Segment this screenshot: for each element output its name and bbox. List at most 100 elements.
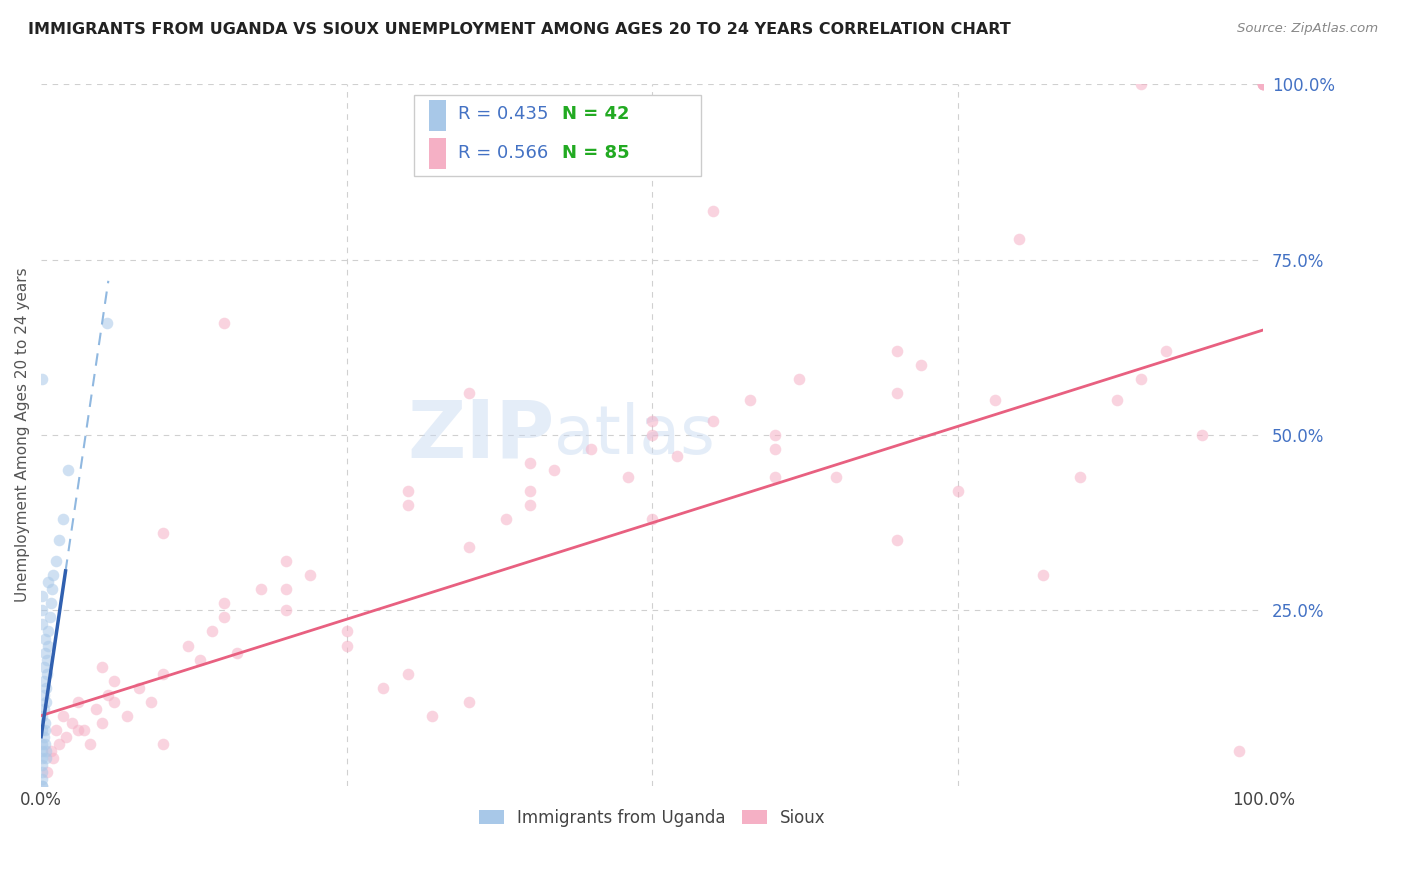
Point	[250, 582, 273, 597]
Point	[35, 681, 58, 695]
Point	[37, 666, 59, 681]
Point	[1130, 78, 1153, 92]
Point	[91, 659, 114, 673]
Point	[201, 624, 224, 639]
Point	[910, 358, 932, 372]
Point	[1032, 568, 1054, 582]
Point	[396, 666, 419, 681]
Point	[1105, 392, 1128, 407]
Point	[1253, 78, 1275, 92]
Point	[152, 666, 174, 681]
Point	[763, 442, 786, 457]
Point	[31, 708, 53, 723]
Point	[66, 695, 89, 709]
Point	[52, 708, 75, 723]
Point	[763, 428, 786, 442]
Point	[37, 575, 59, 590]
Point	[128, 681, 150, 695]
Point	[103, 695, 125, 709]
Point	[34, 632, 56, 646]
Y-axis label: Unemployment Among Ages 20 to 24 years: Unemployment Among Ages 20 to 24 years	[15, 268, 30, 602]
Point	[641, 414, 664, 428]
Point	[495, 512, 517, 526]
Point	[42, 750, 65, 764]
Point	[31, 723, 53, 737]
Point	[274, 582, 297, 597]
Point	[214, 316, 236, 330]
Point	[34, 646, 56, 660]
Point	[34, 737, 56, 751]
Point	[35, 695, 58, 709]
Point	[946, 484, 969, 499]
Point	[48, 737, 70, 751]
Point	[886, 343, 908, 358]
Point	[79, 737, 101, 751]
FancyBboxPatch shape	[429, 100, 446, 131]
Text: R = 0.435: R = 0.435	[458, 104, 548, 122]
Point	[641, 512, 664, 526]
Point	[458, 386, 481, 401]
Point	[702, 203, 724, 218]
Point	[42, 568, 65, 582]
Point	[1227, 744, 1250, 758]
Point	[32, 688, 55, 702]
Point	[214, 610, 236, 624]
Legend: Immigrants from Uganda, Sioux: Immigrants from Uganda, Sioux	[472, 802, 832, 833]
Point	[31, 779, 53, 793]
Point	[103, 673, 125, 688]
Point	[641, 428, 664, 442]
Point	[97, 688, 120, 702]
Point	[34, 715, 56, 730]
Point	[37, 639, 59, 653]
Point	[274, 603, 297, 617]
Point	[298, 568, 321, 582]
Point	[34, 723, 56, 737]
Point	[1253, 78, 1275, 92]
Point	[66, 723, 89, 737]
Point	[336, 624, 359, 639]
Point	[39, 596, 62, 610]
Text: R = 0.566: R = 0.566	[458, 144, 548, 162]
Point	[543, 463, 565, 477]
Point	[31, 772, 53, 786]
Point	[32, 730, 55, 744]
Point	[1008, 232, 1031, 246]
Point	[139, 695, 162, 709]
Point	[37, 764, 59, 779]
Point	[1253, 78, 1275, 92]
Point	[1130, 372, 1153, 386]
Point	[458, 695, 481, 709]
Point	[274, 554, 297, 568]
Point	[617, 470, 640, 484]
Text: ZIP: ZIP	[408, 396, 554, 475]
Point	[31, 372, 53, 386]
Point	[1154, 343, 1177, 358]
Point	[38, 610, 60, 624]
Point	[519, 456, 541, 470]
Point	[56, 463, 79, 477]
Point	[41, 582, 63, 597]
Point	[1069, 470, 1091, 484]
Point	[824, 470, 846, 484]
Point	[35, 750, 58, 764]
Point	[31, 779, 53, 793]
FancyBboxPatch shape	[429, 137, 446, 169]
Point	[31, 603, 53, 617]
Text: N = 85: N = 85	[562, 144, 630, 162]
Point	[31, 744, 53, 758]
Point	[96, 316, 118, 330]
Point	[396, 498, 419, 512]
Point	[32, 701, 55, 715]
Point	[983, 392, 1005, 407]
Point	[39, 744, 62, 758]
Point	[37, 624, 59, 639]
Point	[420, 708, 443, 723]
Text: N = 42: N = 42	[562, 104, 630, 122]
Text: Source: ZipAtlas.com: Source: ZipAtlas.com	[1237, 22, 1378, 36]
Point	[458, 541, 481, 555]
Point	[738, 392, 761, 407]
Point	[188, 652, 211, 666]
Point	[73, 723, 96, 737]
Point	[702, 414, 724, 428]
Point	[152, 526, 174, 541]
